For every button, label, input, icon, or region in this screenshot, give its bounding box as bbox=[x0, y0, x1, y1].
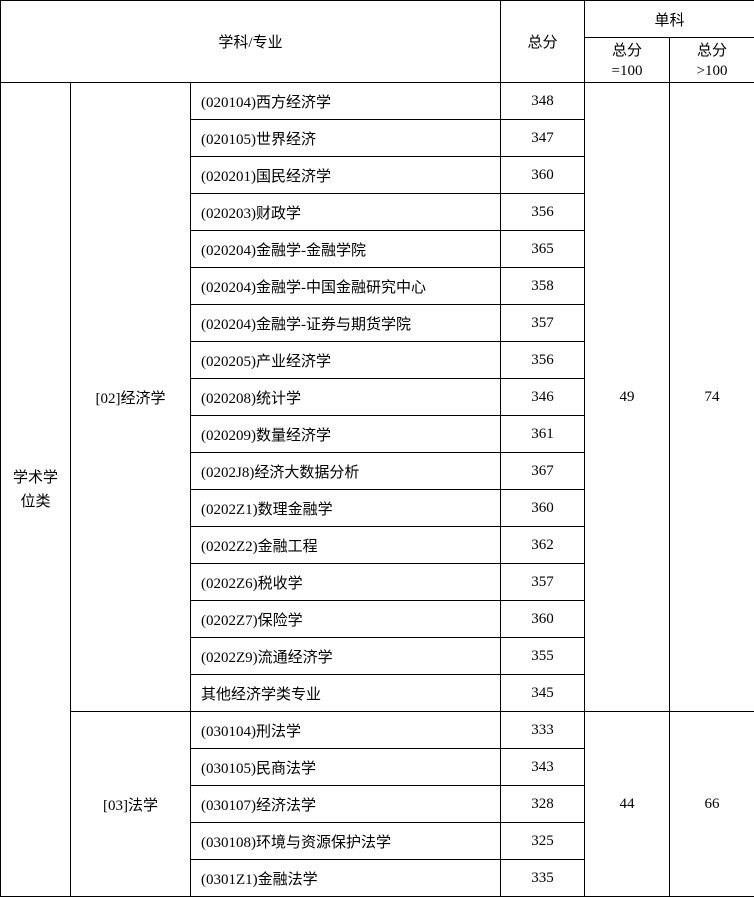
total-cell: 360 bbox=[501, 601, 585, 638]
single-eq100: 49 bbox=[585, 83, 670, 712]
total-cell: 328 bbox=[501, 786, 585, 823]
major-cell: 其他经济学类专业 bbox=[191, 675, 501, 712]
total-cell: 348 bbox=[501, 83, 585, 120]
degree-type-line: 位类 bbox=[1, 490, 70, 514]
group-label: [03]法学 bbox=[71, 712, 191, 897]
major-cell: (030108)环境与资源保护法学 bbox=[191, 823, 501, 860]
total-cell: 365 bbox=[501, 231, 585, 268]
header-single: 单科 bbox=[585, 1, 754, 38]
total-cell: 355 bbox=[501, 638, 585, 675]
major-cell: (020205)产业经济学 bbox=[191, 342, 501, 379]
major-cell: (0202Z2)金融工程 bbox=[191, 527, 501, 564]
total-cell: 345 bbox=[501, 675, 585, 712]
header-discipline: 学科/专业 bbox=[1, 1, 501, 83]
total-cell: 356 bbox=[501, 342, 585, 379]
major-cell: (020209)数量经济学 bbox=[191, 416, 501, 453]
major-cell: (020204)金融学-金融学院 bbox=[191, 231, 501, 268]
total-cell: 347 bbox=[501, 120, 585, 157]
major-cell: (0202Z7)保险学 bbox=[191, 601, 501, 638]
major-cell: (020104)西方经济学 bbox=[191, 83, 501, 120]
score-table: 学科/专业总分单科总分总分=100>100学术学位类[02]经济学(020104… bbox=[0, 0, 754, 897]
total-cell: 357 bbox=[501, 564, 585, 601]
total-cell: 333 bbox=[501, 712, 585, 749]
header-gt100-l1: 总分 bbox=[670, 38, 754, 61]
total-cell: 356 bbox=[501, 194, 585, 231]
major-cell: (020105)世界经济 bbox=[191, 120, 501, 157]
total-cell: 325 bbox=[501, 823, 585, 860]
single-eq100: 44 bbox=[585, 712, 670, 897]
total-cell: 367 bbox=[501, 453, 585, 490]
group-label: [02]经济学 bbox=[71, 83, 191, 712]
header-eq100-l1: 总分 bbox=[585, 38, 670, 61]
major-cell: (0202Z1)数理金融学 bbox=[191, 490, 501, 527]
header-total: 总分 bbox=[501, 1, 585, 83]
degree-type: 学术学位类 bbox=[1, 83, 71, 897]
major-cell: (030104)刑法学 bbox=[191, 712, 501, 749]
total-cell: 357 bbox=[501, 305, 585, 342]
major-cell: (0202Z9)流通经济学 bbox=[191, 638, 501, 675]
total-cell: 343 bbox=[501, 749, 585, 786]
header-gt100-l2: >100 bbox=[670, 60, 754, 83]
total-cell: 362 bbox=[501, 527, 585, 564]
total-cell: 361 bbox=[501, 416, 585, 453]
total-cell: 346 bbox=[501, 379, 585, 416]
total-cell: 358 bbox=[501, 268, 585, 305]
major-cell: (020203)财政学 bbox=[191, 194, 501, 231]
major-cell: (030107)经济法学 bbox=[191, 786, 501, 823]
major-cell: (020208)统计学 bbox=[191, 379, 501, 416]
single-gt100: 66 bbox=[670, 712, 754, 897]
major-cell: (020204)金融学-中国金融研究中心 bbox=[191, 268, 501, 305]
major-cell: (0202Z6)税收学 bbox=[191, 564, 501, 601]
major-cell: (030105)民商法学 bbox=[191, 749, 501, 786]
degree-type-line: 学术学 bbox=[1, 466, 70, 490]
total-cell: 360 bbox=[501, 157, 585, 194]
header-eq100-l2: =100 bbox=[585, 60, 670, 83]
total-cell: 360 bbox=[501, 490, 585, 527]
major-cell: (0202J8)经济大数据分析 bbox=[191, 453, 501, 490]
major-cell: (020201)国民经济学 bbox=[191, 157, 501, 194]
major-cell: (020204)金融学-证券与期货学院 bbox=[191, 305, 501, 342]
single-gt100: 74 bbox=[670, 83, 754, 712]
